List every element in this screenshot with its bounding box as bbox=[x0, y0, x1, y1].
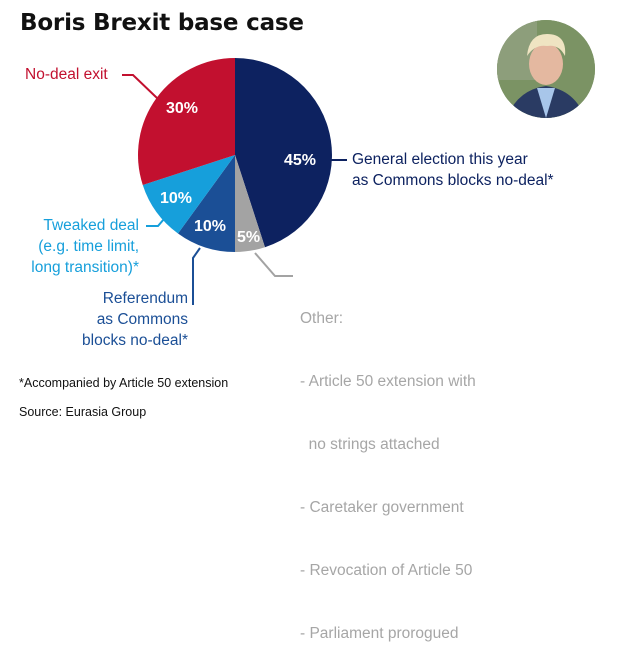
other-title: Other: bbox=[300, 310, 344, 327]
label-tweaked-line1: Tweaked deal bbox=[43, 217, 139, 234]
pie-chart bbox=[122, 58, 347, 305]
value-general-election: 45% bbox=[284, 152, 317, 169]
value-no-deal: 30% bbox=[166, 100, 199, 117]
leader-no-deal bbox=[122, 74, 158, 99]
leader-tweaked bbox=[146, 218, 165, 227]
other-item: - Parliament prorogued bbox=[300, 625, 459, 642]
label-referendum-line2: as Commons bbox=[96, 311, 188, 328]
slice-other[interactable] bbox=[235, 155, 265, 252]
label-general-election-line2: as Commons blocks no-deal* bbox=[352, 172, 554, 189]
leader-other bbox=[254, 252, 293, 277]
label-other: Other: - Article 50 extension with no st… bbox=[300, 266, 476, 665]
other-item: - Article 50 extension with bbox=[300, 373, 476, 390]
slice-no-deal[interactable] bbox=[138, 58, 235, 185]
label-tweaked-line2: (e.g. time limit, bbox=[38, 238, 139, 255]
footnote: *Accompanied by Article 50 extension bbox=[19, 376, 229, 390]
other-item: - Caretaker government bbox=[300, 499, 464, 516]
source-note: Source: Eurasia Group bbox=[19, 405, 147, 419]
label-referendum-line3: blocks no-deal* bbox=[82, 332, 188, 349]
slice-tweaked[interactable] bbox=[142, 155, 235, 234]
portrait-photo bbox=[497, 20, 595, 118]
leader-referendum bbox=[192, 247, 201, 305]
label-general-election-line1: General election this year bbox=[352, 151, 528, 168]
value-other: 5% bbox=[237, 229, 261, 246]
other-item: - Revocation of Article 50 bbox=[300, 562, 473, 579]
label-tweaked-line3: long transition)* bbox=[31, 259, 139, 276]
value-referendum: 10% bbox=[194, 218, 227, 235]
other-item: no strings attached bbox=[300, 436, 440, 453]
label-no-deal: No-deal exit bbox=[25, 66, 108, 83]
value-tweaked: 10% bbox=[160, 190, 193, 207]
person-icon bbox=[497, 20, 595, 118]
slice-referendum[interactable] bbox=[177, 155, 235, 252]
slice-general-election[interactable] bbox=[235, 58, 332, 248]
label-referendum-line1: Referendum bbox=[102, 290, 188, 307]
chart-title: Boris Brexit base case bbox=[20, 10, 304, 36]
